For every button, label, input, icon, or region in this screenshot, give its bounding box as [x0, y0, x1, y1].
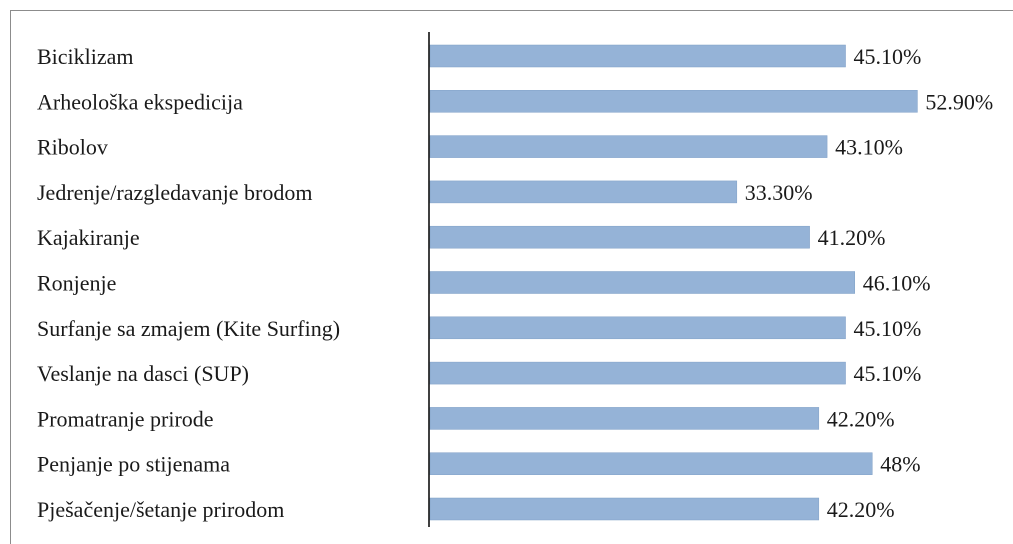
category-label: Kajakiranje [37, 225, 140, 250]
value-label: 45.10% [854, 44, 922, 69]
category-label: Penjanje po stijenama [37, 452, 230, 477]
category-label: Biciklizam [37, 44, 134, 69]
value-label: 42.20% [827, 497, 895, 522]
bar [429, 271, 855, 294]
value-label: 45.10% [854, 361, 922, 386]
value-label: 46.10% [863, 271, 931, 296]
value-label: 42.20% [827, 406, 895, 431]
bar [429, 44, 846, 68]
value-label: 52.90% [925, 89, 993, 114]
value-label: 33.30% [745, 180, 813, 205]
category-label: Ronjenje [37, 271, 116, 296]
category-label: Surfanje sa zmajem (Kite Surfing) [37, 316, 340, 341]
bar [429, 361, 846, 385]
category-label: Promatranje prirode [37, 406, 214, 431]
category-labels: Biciklizam Arheološka ekspedicija Ribolov J… [37, 44, 340, 522]
value-labels: 45.10%52.90%43.10%33.30%41.20%46.10%45.1… [745, 44, 993, 522]
bars [429, 44, 918, 521]
category-label: Ribolov [37, 135, 108, 160]
bar [429, 90, 918, 113]
value-label: 43.10% [835, 135, 903, 160]
category-label: Veslanje na dasci (SUP) [37, 361, 249, 386]
bar [429, 407, 820, 430]
bar [429, 497, 820, 521]
value-label: 48% [880, 452, 920, 477]
category-label: Jedrenje/razgledavanje brodom [37, 180, 312, 205]
value-label: 41.20% [818, 225, 886, 250]
value-label: 45.10% [854, 316, 922, 341]
bar [429, 225, 810, 249]
bar [429, 452, 873, 475]
bar [429, 316, 846, 340]
category-label: Pješačenje/šetanje prirodom [37, 497, 284, 522]
bar [429, 180, 738, 204]
bar [429, 135, 828, 158]
chart-frame [10, 10, 1013, 544]
category-label: Arheološka ekspedicija [37, 89, 243, 114]
